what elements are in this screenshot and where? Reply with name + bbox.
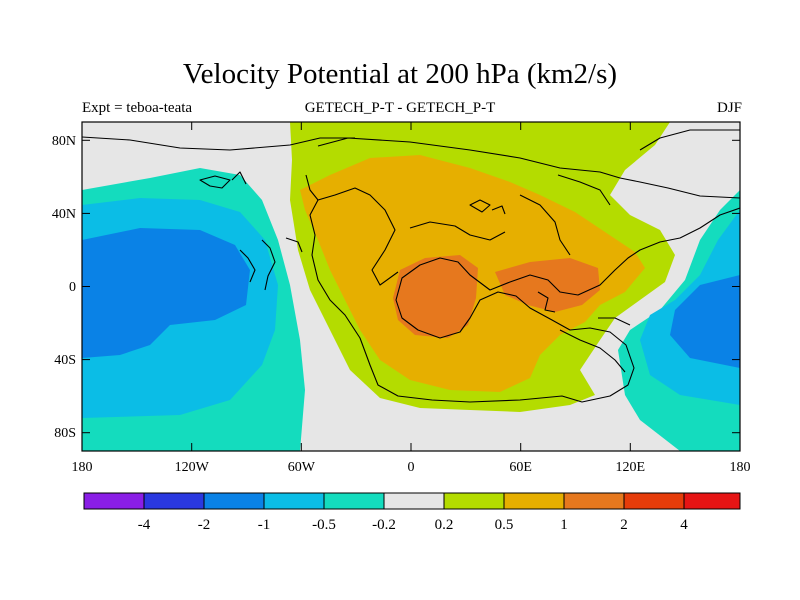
colorbar-box [683,492,741,510]
colorbar-label: 0.5 [495,517,514,533]
x-tick-label: 0 [408,460,415,475]
dataset-label: GETECH_P-T - GETECH_P-T [304,100,496,116]
colorbar-box [443,492,505,510]
y-tick-labels: 80N 40N 0 40S 80S [52,134,76,441]
x-tick-label: 120E [616,460,646,475]
colorbar-label: -0.2 [372,517,396,533]
colorbar-box [143,492,205,510]
colorbar-box [203,492,265,510]
colorbar-box [263,492,325,510]
y-tick-label: 40N [52,207,76,222]
colorbar-box [563,492,625,510]
x-tick-label: 180 [72,460,93,475]
y-tick-label: 80S [54,426,76,441]
x-axis-ticks [81,122,741,451]
colorbar-label: -4 [138,517,151,533]
contour-pos-1-east [495,258,600,312]
colorbar-label: 4 [680,517,688,533]
contour-neg-1-west [82,228,250,358]
x-tick-label: 120W [175,460,210,475]
x-tick-label: 60E [509,460,532,475]
contour-pos-1-west [393,255,478,338]
continent-outlines [82,129,740,403]
colorbar-box [383,492,445,510]
colorbar: -4 -2 -1 -0.5 -0.2 0.2 0.5 1 2 4 [83,492,741,533]
map-title: Velocity Potential at 200 hPa (km2/s) [182,58,618,90]
colorbar-label: 1 [560,517,568,533]
colorbar-label: -1 [258,517,271,533]
colorbar-label: 2 [620,517,628,533]
y-tick-label: 40S [54,353,76,368]
y-axis-ticks [82,139,740,434]
season-label: DJF [716,100,742,116]
colorbar-label: -0.5 [312,517,336,533]
colorbar-box [503,492,565,510]
colorbar-label: -2 [198,517,211,533]
contour-neg-1-east [670,275,740,368]
colorbar-label: 0.2 [435,517,454,533]
x-tick-label: 180 [730,460,751,475]
experiment-label: Expt = teboa-teata [82,100,193,116]
x-tick-label: 60W [288,460,316,475]
colorbar-box [83,492,145,510]
x-tick-labels: 180 120W 60W 0 60E 120E 180 [72,460,751,475]
colorbar-box [323,492,385,510]
filled-contours [82,122,740,451]
y-tick-label: 0 [69,280,76,295]
y-tick-label: 80N [52,134,76,149]
colorbar-box [623,492,685,510]
